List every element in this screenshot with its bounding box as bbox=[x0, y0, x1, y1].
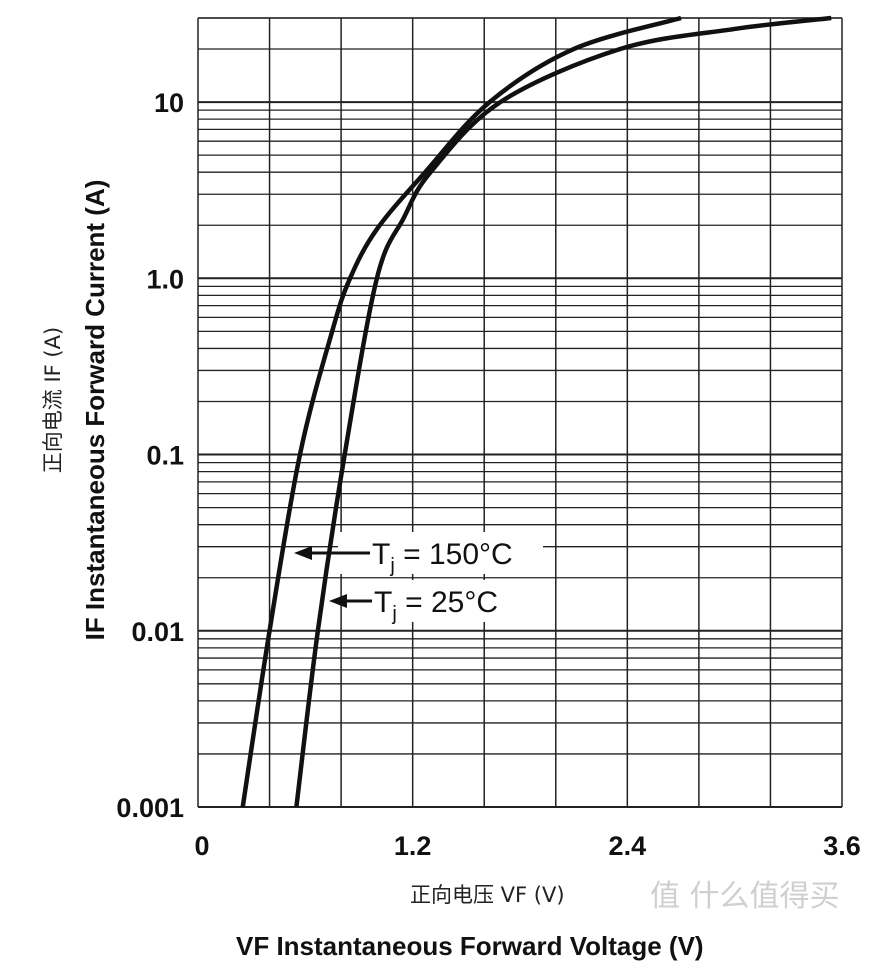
x-axis-label-cn: 正向电压 VF (V) bbox=[410, 883, 565, 907]
y-tick-label: 0.01 bbox=[131, 617, 184, 647]
y-tick-label: 10 bbox=[154, 88, 184, 118]
annotation-150-bg bbox=[338, 532, 543, 574]
annotation-25: Tj = 25°C bbox=[329, 580, 530, 625]
x-tick-label: 3.6 bbox=[823, 831, 861, 861]
watermark-logo: 值 什么值得买 bbox=[650, 879, 840, 914]
arrowhead-150-icon bbox=[294, 546, 312, 560]
y-axis-label-cn: 正向电流 IF (A) bbox=[41, 327, 65, 473]
y-tick-label: 1.0 bbox=[146, 264, 184, 294]
annotation-150: Tj = 150°C bbox=[294, 532, 543, 577]
arrowhead-25-icon bbox=[329, 594, 347, 608]
grid bbox=[197, 17, 843, 808]
x-tick-label: 1.2 bbox=[394, 831, 432, 861]
annotation-150-label: Tj = 150°C bbox=[372, 538, 513, 577]
y-tick-labels: 0.001 0.01 0.1 1.0 10 bbox=[116, 88, 184, 823]
annotation-25-bg bbox=[360, 580, 530, 622]
x-tick-label: 0 bbox=[194, 831, 209, 861]
x-axis-label: VF Instantaneous Forward Voltage (V) bbox=[236, 931, 704, 961]
series-line-25c bbox=[294, 15, 832, 808]
y-axis-label: IF Instantaneous Forward Current (A) bbox=[80, 180, 110, 641]
annotation-25-label: Tj = 25°C bbox=[374, 586, 498, 625]
series-line-150c bbox=[240, 15, 682, 808]
x-tick-label: 2.4 bbox=[609, 831, 647, 861]
y-tick-label: 0.001 bbox=[116, 793, 184, 823]
y-tick-label: 0.1 bbox=[146, 441, 184, 471]
x-tick-labels: 0 1.2 2.4 3.6 bbox=[194, 831, 860, 861]
curves bbox=[240, 15, 832, 808]
